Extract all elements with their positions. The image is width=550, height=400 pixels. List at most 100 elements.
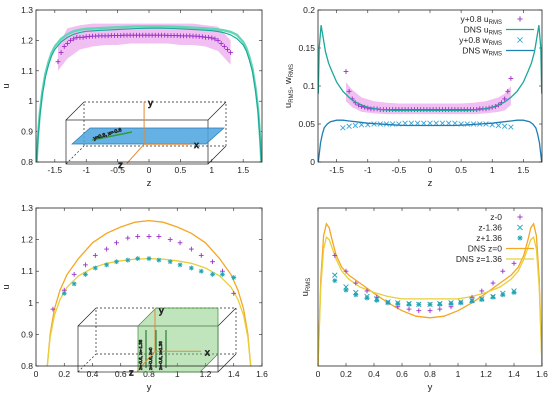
- data-point-2: [210, 259, 215, 265]
- data-point-1: [346, 88, 352, 94]
- data-point-1: [209, 35, 215, 41]
- data-point-4: [364, 295, 370, 301]
- legend-swatch: [517, 214, 523, 220]
- x-axis-label: y: [428, 382, 433, 393]
- x-axis-label: y: [147, 382, 152, 393]
- data-point-2: [406, 306, 412, 312]
- data-point-4: [437, 301, 443, 307]
- data-point-1: [508, 76, 514, 81]
- y-tick-label: 1: [28, 96, 33, 106]
- data-point-2: [439, 120, 446, 126]
- x-tick-label: -0.5: [110, 165, 125, 175]
- data-point-1: [80, 34, 86, 40]
- series-line-3: [318, 25, 542, 111]
- data-point-2: [495, 122, 502, 129]
- plot-frame: [317, 207, 543, 367]
- data-point-1: [228, 50, 234, 55]
- data-point-2: [353, 280, 359, 286]
- x-tick-label: 0.4: [368, 369, 380, 379]
- x-tick-label: 1: [456, 369, 461, 379]
- data-point-2: [416, 308, 422, 314]
- data-point-1: [68, 38, 73, 43]
- inset-axis-label-x: x: [205, 347, 210, 358]
- data-point-3: [125, 257, 131, 263]
- axes: 0 0.2 0.4 0.6 0.8 1 1.2 1.4 1.6 0.8 0.9 1 1.1 1.2 1.3: [21, 203, 268, 379]
- data-point-3: [146, 256, 152, 261]
- inset-line-label-0: z=-0.6, x=-1.36: [138, 339, 143, 370]
- chart-panel-4: 0 0.2 0.4 0.6 0.8 1 1.2 1.4 1.6 y uRMS z-0z-1.36z+1…: [300, 207, 548, 393]
- data-point-4: [479, 297, 485, 303]
- data-point-2: [198, 253, 204, 258]
- inset-profile-line: [91, 131, 133, 141]
- data-point-4: [500, 292, 506, 298]
- data-point-1: [218, 41, 224, 46]
- data-point-3: [135, 256, 141, 261]
- data-point-2: [71, 271, 77, 277]
- data-point-2: [464, 121, 471, 127]
- x-tick-label: 1.6: [536, 369, 548, 379]
- data-point-1: [225, 47, 230, 52]
- data-point-3: [104, 262, 110, 268]
- data-point-1: [61, 44, 67, 49]
- data-point-3: [210, 271, 215, 277]
- x-tick-label: 1.5: [237, 165, 249, 175]
- chart-panel-3: 0 0.2 0.4 0.6 0.8 1 1.2 1.4 1.6 0.8 0.9 1 1.1 1.2 1.3 y…: [1, 203, 268, 393]
- y-tick-label: 0.9: [21, 127, 33, 137]
- data-point-4: [416, 301, 422, 307]
- data-point-2: [414, 120, 421, 126]
- data-point-1: [502, 96, 508, 102]
- data-point-1: [343, 69, 349, 74]
- x-tick-label: 0: [147, 165, 152, 175]
- legend-label: y+0.8 wRMS: [459, 35, 502, 47]
- x-tick-label: 1: [175, 369, 180, 379]
- x-tick-label: 0.8: [143, 369, 155, 379]
- x-tick-label: 1: [490, 165, 495, 175]
- svg-text:u: u: [1, 284, 12, 289]
- data-point-1: [71, 36, 77, 42]
- data-point-4: [469, 298, 475, 304]
- data-point-3: [156, 257, 162, 263]
- x-tick-label: -1: [364, 165, 372, 175]
- x-tick-label: -0.5: [392, 165, 407, 175]
- data-point-3: [220, 271, 225, 277]
- data-point-4: [353, 292, 359, 298]
- legend-entry: z+1.36: [476, 233, 523, 243]
- legend-entry: DNS z=1.36: [456, 254, 534, 264]
- x-tick-label: -1.5: [329, 165, 344, 175]
- y-tick-label: 0.05: [298, 119, 315, 129]
- legend-label: y+0.8 uRMS: [461, 14, 502, 26]
- legend-entry: DNS wRMS: [462, 46, 534, 58]
- x-tick-label: 0: [428, 165, 433, 175]
- data-point-2: [340, 125, 346, 131]
- inset-axis-label-y: y: [148, 98, 153, 109]
- y-tick-label: 1.1: [21, 66, 33, 76]
- y-tick-label: 0.9: [21, 329, 33, 339]
- data-point-2: [352, 122, 359, 129]
- data-point-1: [55, 59, 61, 65]
- series-line-2: [36, 25, 262, 162]
- data-point-1: [215, 38, 221, 43]
- plot-area: [318, 222, 542, 366]
- series-line-1: [318, 236, 542, 366]
- legend-swatch: [517, 16, 523, 22]
- data-point-4: [458, 300, 464, 306]
- data-point-4: [395, 301, 401, 306]
- data-point-2: [343, 268, 349, 274]
- x-tick-label: 1: [209, 165, 214, 175]
- data-point-2: [437, 306, 443, 312]
- y-tick-label: 0.8: [21, 157, 33, 167]
- svg-text:uRMS, wRMS: uRMS, wRMS: [283, 64, 295, 108]
- data-point-4: [385, 300, 391, 306]
- inset-axis-label-y: y: [159, 305, 164, 316]
- x-tick-label: 0: [34, 369, 39, 379]
- svg-text:u: u: [1, 83, 12, 88]
- data-point-2: [167, 237, 173, 242]
- data-point-4: [511, 290, 517, 295]
- data-point-1: [505, 88, 511, 94]
- data-point-3: [188, 265, 194, 271]
- data-point-3: [92, 265, 98, 271]
- axes: 0 0.2 0.4 0.6 0.8 1 1.2 1.4 1.6: [316, 208, 548, 379]
- axes: -1.5 -1 -0.5 0 0.5 1 1.5 0 0.05 0.1 0.15 0.2: [298, 5, 542, 175]
- legend-label: z-0: [490, 212, 502, 222]
